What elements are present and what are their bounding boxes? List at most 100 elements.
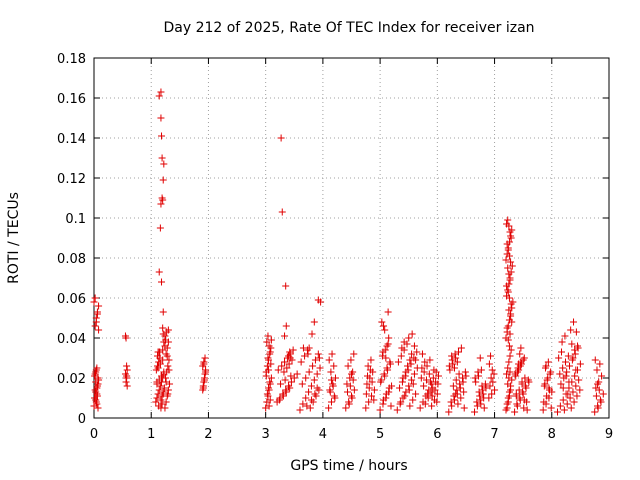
data-point — [387, 402, 395, 410]
data-point — [266, 378, 274, 386]
data-point — [506, 228, 514, 236]
data-point — [507, 386, 515, 394]
y-tick-label: 0.12 — [57, 172, 86, 187]
data-point — [454, 400, 462, 408]
data-point — [472, 378, 480, 386]
x-tick-label: 0 — [90, 427, 98, 442]
data-point — [162, 374, 170, 382]
data-point — [570, 398, 578, 406]
data-point — [413, 348, 421, 356]
data-point — [452, 376, 460, 384]
data-point — [385, 384, 393, 392]
data-point — [489, 378, 497, 386]
data-point — [475, 388, 483, 396]
data-point — [262, 372, 270, 380]
data-point — [401, 392, 409, 400]
data-point — [366, 366, 374, 374]
data-point — [410, 370, 418, 378]
x-tick-label: 3 — [262, 427, 270, 442]
data-point — [265, 342, 273, 350]
data-point — [562, 358, 570, 366]
data-point — [263, 338, 271, 346]
data-point — [393, 406, 401, 414]
data-point — [377, 378, 385, 386]
chart-title: Day 212 of 2025, Rate Of TEC Index for r… — [163, 20, 534, 36]
data-point — [274, 366, 282, 374]
data-point — [385, 334, 393, 342]
data-point — [348, 394, 356, 402]
data-point — [544, 374, 552, 382]
y-tick-label: 0.1 — [65, 212, 86, 227]
data-point — [448, 352, 456, 360]
data-point — [309, 362, 317, 370]
data-point — [567, 326, 575, 334]
data-point — [473, 398, 481, 406]
data-point — [325, 404, 333, 412]
data-point — [315, 354, 323, 362]
data-point — [155, 386, 163, 394]
data-point — [431, 386, 439, 394]
data-point — [572, 382, 580, 390]
data-point — [91, 294, 99, 302]
data-point — [425, 370, 433, 378]
data-point — [364, 362, 372, 370]
data-point — [400, 338, 408, 346]
data-point — [504, 380, 512, 388]
data-point — [593, 366, 601, 374]
data-point — [449, 382, 457, 390]
data-point — [485, 394, 493, 402]
data-point — [506, 352, 514, 360]
data-point — [410, 342, 418, 350]
data-point — [200, 360, 208, 368]
data-point — [451, 364, 458, 372]
data-point — [163, 352, 171, 360]
data-point — [474, 368, 482, 376]
data-point — [504, 264, 512, 272]
data-point — [397, 352, 405, 360]
data-point — [162, 336, 170, 344]
data-point — [488, 366, 496, 374]
data-point — [487, 374, 495, 382]
data-point — [572, 328, 580, 336]
data-point — [432, 368, 440, 376]
data-point — [477, 400, 485, 408]
data-point — [503, 240, 511, 248]
data-point — [505, 294, 513, 302]
data-point — [488, 390, 496, 398]
data-point — [402, 368, 410, 376]
data-point — [282, 388, 290, 396]
data-point — [446, 366, 454, 374]
data-point — [344, 362, 352, 370]
data-point — [505, 222, 513, 230]
data-point — [263, 390, 271, 398]
data-point — [428, 402, 436, 410]
data-point — [563, 400, 571, 408]
data-point — [424, 394, 432, 402]
data-point — [267, 374, 275, 382]
data-point — [434, 372, 442, 380]
data-point — [316, 364, 324, 372]
x-tick-label: 4 — [319, 427, 327, 442]
data-point — [347, 356, 355, 364]
data-point — [298, 380, 306, 388]
data-point — [505, 374, 513, 382]
data-point — [313, 370, 321, 378]
data-point — [562, 372, 570, 380]
data-point — [571, 372, 579, 380]
data-point — [286, 348, 294, 356]
data-point — [503, 324, 511, 332]
data-point — [264, 332, 272, 340]
data-point — [303, 402, 311, 410]
data-point — [326, 388, 334, 396]
y-axis-label: ROTI / TECUs — [6, 192, 22, 284]
data-point — [424, 390, 432, 398]
data-point — [559, 384, 567, 392]
data-point — [157, 114, 165, 122]
data-point — [281, 332, 289, 340]
data-point — [457, 344, 465, 352]
data-point — [571, 346, 579, 354]
data-point — [476, 392, 484, 400]
data-point — [571, 350, 579, 358]
data-point — [287, 378, 295, 386]
data-point — [503, 282, 511, 290]
